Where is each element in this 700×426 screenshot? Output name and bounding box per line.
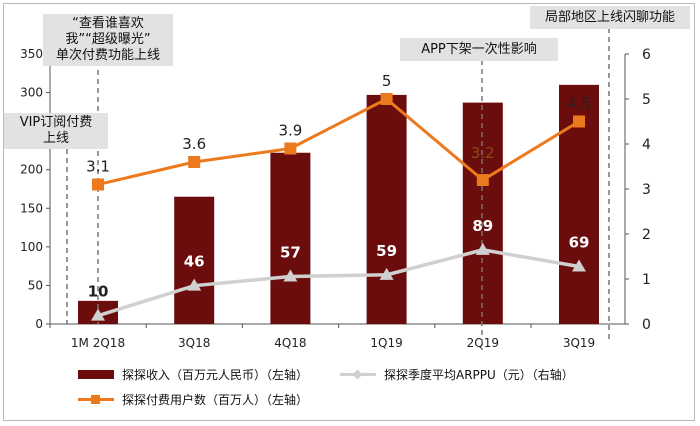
marker-paying-users [92, 178, 104, 191]
right-tick-label: 4 [642, 137, 651, 153]
marker-arppu [379, 267, 394, 280]
marker-arppu [475, 242, 490, 255]
marker-arppu [283, 269, 298, 282]
annotation-app-removal: APP下架一次性影响 [400, 38, 558, 61]
annotation-super-exposure-line1: “查看谁喜欢 [72, 16, 144, 31]
line-arppu [97, 248, 580, 318]
annotation-flash-chat: 局部地区上线闪聊功能 [530, 6, 690, 29]
legend-marker-arppu [352, 369, 363, 380]
data-label-paying-users: 3.1 [86, 158, 110, 176]
data-label-paying-users: 5 [382, 72, 392, 90]
annotation-super-exposure-line2: 我”“超级曝光” [65, 32, 151, 47]
x-tick-label: 3Q18 [178, 336, 210, 350]
left-tick-label: 100 [20, 240, 43, 254]
annotation-super-exposure-line3: 单次付费功能上线 [55, 48, 160, 63]
bar-revenue [270, 152, 311, 324]
legend-label-arppu: 探探季度平均ARPPU（元）（右轴） [384, 368, 574, 382]
legend-label-revenue: 探探收入（百万元人民币）（左轴） [122, 368, 309, 382]
annotation-app-removal-text: APP下架一次性影响 [421, 42, 537, 57]
left-tick-label: 0 [35, 317, 43, 331]
bar-revenue [174, 196, 215, 324]
marker-arppu [572, 259, 586, 272]
marker-paying-users [284, 142, 297, 155]
right-tick-label: 5 [642, 92, 651, 108]
right-tick-label: 1 [642, 272, 651, 288]
marker-arppu [187, 278, 202, 291]
data-label-paying-users: 3.2 [471, 144, 495, 162]
right-tick-label: 6 [642, 47, 651, 63]
right-tick-label: 3 [642, 182, 651, 198]
annotation-super-exposure: “查看谁喜欢 我”“超级曝光” 单次付费功能上线 [43, 14, 173, 66]
data-label-arppu: 10 [88, 283, 109, 301]
annotation-vip: VIP订阅付费 上线 [4, 113, 108, 149]
data-label-arppu: 89 [472, 217, 493, 235]
line-paying-users [97, 97, 580, 186]
right-tick-label: 2 [642, 227, 651, 243]
data-label-arppu: 59 [376, 242, 397, 260]
data-label-arppu: 46 [184, 253, 205, 271]
x-tick-label: 4Q18 [274, 336, 306, 350]
legend-item-paying-users: 探探付费用户数（百万人）（左轴） [78, 391, 308, 408]
x-tick-label: 1Q19 [370, 336, 402, 350]
legend-swatch-arppu [340, 369, 376, 380]
marker-paying-users [380, 93, 393, 105]
legend-item-revenue: 探探收入（百万元人民币）（左轴） [78, 366, 308, 383]
left-tick-label: 200 [20, 163, 43, 177]
chart-frame [3, 3, 695, 421]
data-label-paying-users: 3.9 [278, 122, 302, 140]
legend-marker-paying-users [91, 395, 100, 404]
bar-revenue [366, 94, 407, 324]
annotation-flash-chat-text: 局部地区上线闪聊功能 [544, 10, 675, 25]
x-tick-label: 2Q19 [467, 336, 499, 350]
right-tick-label: 0 [642, 317, 651, 333]
legend-label-paying-users: 探探付费用户数（百万人）（左轴） [122, 393, 309, 407]
left-tick-label: 300 [20, 86, 43, 100]
x-tick-label: 3Q19 [563, 336, 595, 350]
legend-item-arppu: 探探季度平均ARPPU（元）（右轴） [340, 366, 574, 383]
annotation-vip-line2: 上线 [42, 131, 69, 146]
marker-paying-users [188, 156, 201, 168]
marker-paying-users [476, 174, 489, 186]
data-label-paying-users: 3.6 [182, 135, 206, 153]
legend-swatch-revenue [78, 370, 114, 379]
marker-arppu [91, 308, 105, 321]
bar-revenue [462, 102, 503, 324]
data-label-arppu: 57 [280, 244, 301, 262]
left-tick-label: 50 [28, 278, 43, 292]
legend-swatch-paying-users [78, 395, 114, 404]
data-label-arppu: 69 [569, 234, 590, 252]
data-label-paying-users: 4.5 [567, 95, 591, 113]
left-tick-label: 150 [20, 201, 43, 215]
annotation-vip-line1: VIP订阅付费 [19, 115, 93, 130]
marker-paying-users [573, 115, 585, 128]
left-tick-label: 350 [20, 47, 43, 61]
x-tick-label: 1M 2Q18 [71, 336, 125, 350]
